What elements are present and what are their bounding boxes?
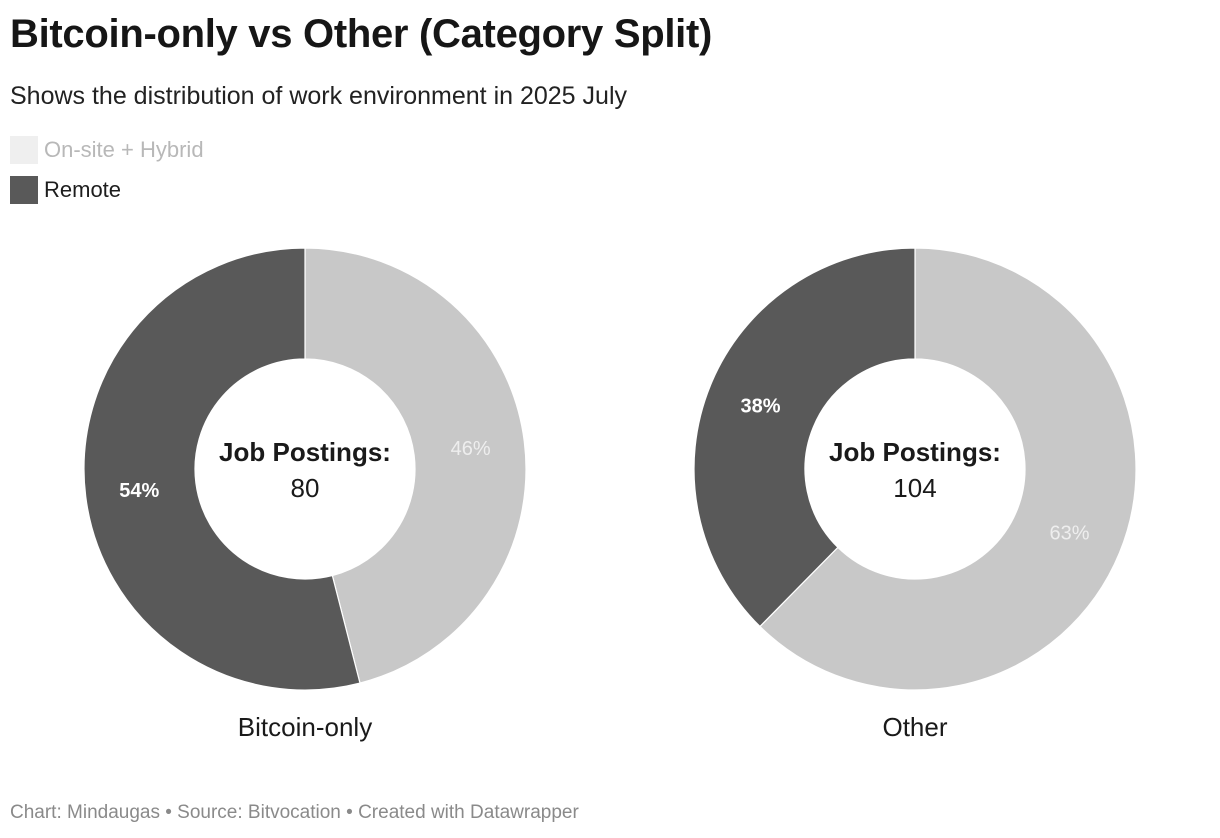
- legend: On-site + Hybrid Remote: [10, 136, 204, 216]
- donut-other: 63% 38% Job Postings: 104 Other: [693, 247, 1137, 742]
- chart-footer: Chart: Mindaugas • Source: Bitvocation •…: [10, 802, 579, 823]
- chart-subtitle: Shows the distribution of work environme…: [10, 82, 627, 110]
- legend-item-remote[interactable]: Remote: [10, 176, 204, 204]
- center-value-bitcoin-only: 80: [291, 473, 320, 503]
- slice-bitcoin-only-remote[interactable]: [83, 247, 361, 691]
- center-value-other: 104: [893, 473, 936, 503]
- slice-label-other-remote: 38%: [740, 396, 780, 418]
- slice-other-on-site-hybrid[interactable]: [759, 247, 1137, 691]
- slice-label-other-on-site-hybrid: 63%: [1049, 522, 1089, 544]
- slice-bitcoin-only-on-site-hybrid[interactable]: [304, 247, 527, 684]
- donut-name-bitcoin-only: Bitcoin-only: [238, 712, 372, 742]
- center-label-bitcoin-only: Job Postings:: [219, 437, 391, 467]
- legend-label-onsite-hybrid: On-site + Hybrid: [44, 137, 204, 162]
- slice-label-bitcoin-only-on-site-hybrid: 46%: [451, 438, 491, 460]
- slice-other-remote[interactable]: [693, 247, 916, 628]
- chart-title: Bitcoin-only vs Other (Category Split): [10, 12, 712, 56]
- center-label-other: Job Postings:: [829, 437, 1001, 467]
- legend-label-remote: Remote: [44, 177, 122, 202]
- legend-swatch-onsite-hybrid: [10, 136, 38, 164]
- donut-bitcoin-only: 46% 54% Job Postings: 80 Bitcoin-only: [83, 247, 527, 742]
- legend-item-onsite-hybrid[interactable]: On-site + Hybrid: [10, 136, 204, 164]
- slice-label-bitcoin-only-remote: 54%: [119, 480, 159, 502]
- donut-name-other: Other: [882, 712, 947, 742]
- legend-swatch-remote: [10, 176, 38, 204]
